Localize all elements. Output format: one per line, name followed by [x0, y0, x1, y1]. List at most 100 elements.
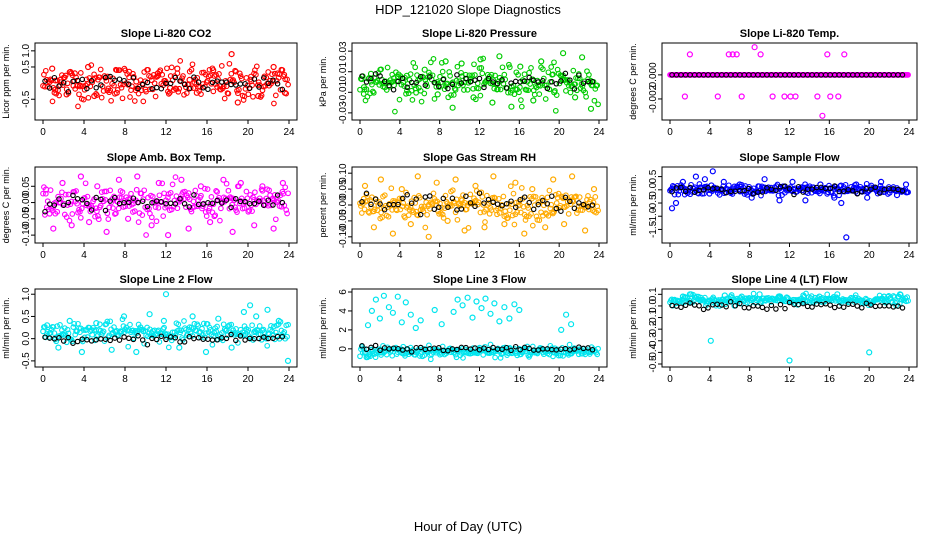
data-point-dense — [470, 85, 476, 92]
data-point-black — [79, 76, 86, 83]
data-point — [496, 53, 503, 60]
data-point — [902, 181, 910, 188]
data-point — [464, 294, 471, 301]
data-point-dense — [68, 198, 75, 205]
data-point-black — [553, 81, 560, 87]
data-point-dense — [107, 187, 114, 194]
data-point-dense — [279, 67, 286, 73]
data-point-black — [139, 198, 146, 204]
data-point — [834, 291, 841, 298]
y-tick-label: 0.0 — [648, 182, 659, 196]
data-point-dense — [482, 219, 488, 225]
data-point — [146, 311, 153, 318]
data-point-dense — [249, 208, 255, 214]
data-point-dense — [573, 193, 579, 200]
data-point-black — [377, 347, 383, 354]
data-point — [364, 322, 372, 329]
data-point-black — [899, 72, 906, 78]
data-point-dense — [47, 329, 54, 336]
data-point-dense — [154, 328, 161, 335]
data-point-dense — [167, 189, 174, 196]
data-point-dense — [272, 216, 279, 223]
data-point-dense — [515, 71, 521, 78]
data-point-black — [93, 194, 99, 201]
y-tick-label: -1.5 — [648, 220, 659, 238]
data-point-black — [576, 200, 582, 206]
data-point-dense — [531, 349, 538, 356]
data-point-black — [895, 303, 901, 309]
data-point-black — [840, 188, 847, 194]
panel-title: Slope Li-820 CO2 — [121, 28, 211, 40]
data-point-dense — [260, 326, 267, 333]
data-point-dense — [405, 212, 412, 218]
data-point-dense — [281, 329, 288, 335]
panel-title: Slope Line 4 (LT) Flow — [732, 274, 848, 286]
data-point — [431, 306, 438, 314]
data-point-dense — [206, 66, 213, 73]
data-point-dense — [76, 91, 82, 98]
data-point — [178, 176, 185, 183]
data-point-black — [274, 192, 281, 198]
data-point-dense — [528, 211, 534, 217]
data-point-dense — [195, 323, 202, 329]
data-point-dense — [148, 214, 155, 221]
data-point-black — [553, 205, 560, 212]
data-point — [68, 222, 75, 229]
data-point — [775, 294, 782, 301]
data-point-dense — [557, 352, 564, 359]
data-point-black — [585, 204, 591, 210]
data-point-dense — [149, 193, 156, 200]
data-point — [234, 99, 241, 106]
data-point-black — [270, 202, 276, 208]
data-point-dense — [73, 188, 79, 194]
data-point-dense — [238, 195, 245, 202]
data-point-dense — [358, 210, 365, 216]
data-point-dense — [594, 351, 601, 358]
data-point-dense — [226, 60, 233, 67]
data-point-dense — [546, 187, 553, 194]
data-point-dense — [203, 213, 210, 219]
data-point-dense — [357, 353, 363, 360]
data-point — [814, 93, 821, 100]
data-point-black — [886, 303, 892, 309]
data-point-black — [831, 304, 838, 311]
data-point-black — [153, 84, 160, 91]
panel-8: Slope Line 3 Flow ml/min per min. 0 4 8 12 16 2… — [318, 274, 608, 385]
x-tick-label: 4 — [707, 127, 713, 138]
data-point-dense — [595, 345, 601, 352]
data-point-black — [195, 335, 202, 341]
data-point-black — [517, 196, 523, 203]
data-point-dense — [143, 232, 149, 238]
data-point — [893, 192, 901, 199]
data-point-dense — [511, 221, 518, 228]
data-point — [449, 104, 456, 111]
data-point-black — [800, 300, 806, 307]
y-tick-label: -0.5 — [648, 194, 659, 212]
data-point — [452, 176, 459, 183]
data-point-black — [589, 347, 596, 353]
data-point-black — [404, 192, 410, 198]
data-point-dense — [161, 190, 167, 197]
data-point-black — [98, 196, 104, 203]
data-point — [142, 86, 149, 93]
data-point-dense — [452, 87, 459, 93]
x-tick-label: 16 — [201, 374, 213, 385]
data-point-black — [571, 346, 578, 352]
data-point-dense — [369, 81, 375, 88]
data-point-dense — [400, 343, 407, 350]
data-point-black — [79, 197, 86, 203]
data-point-dense — [583, 93, 589, 100]
data-point-dense — [283, 207, 290, 213]
data-point — [237, 179, 244, 187]
data-point-dense — [450, 92, 457, 98]
data-point — [501, 221, 508, 228]
data-point-dense — [905, 189, 911, 196]
data-point — [477, 56, 484, 63]
data-point-dense — [145, 66, 151, 73]
data-point-dense — [430, 56, 437, 62]
y-tick-label: 0.01 — [338, 62, 349, 82]
data-point-black — [499, 346, 505, 353]
data-point — [91, 92, 98, 100]
data-point-black — [567, 77, 573, 83]
data-point-dense — [85, 94, 92, 101]
